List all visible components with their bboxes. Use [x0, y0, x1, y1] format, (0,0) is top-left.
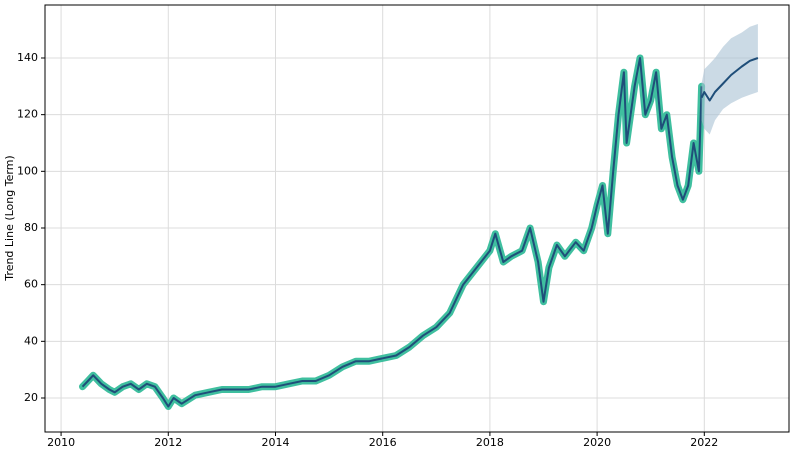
x-tick-label: 2016: [369, 436, 397, 449]
y-axis-label: Trend Line (Long Term): [3, 155, 16, 281]
y-tick-label: 120: [17, 108, 38, 121]
y-tick-label: 140: [17, 51, 38, 64]
y-tick-label: 40: [24, 334, 38, 347]
y-tick-label: 80: [24, 221, 38, 234]
y-tick-label: 60: [24, 278, 38, 291]
plot-frame: [44, 4, 790, 433]
x-tick-label: 2018: [476, 436, 504, 449]
x-tick-label: 2022: [690, 436, 718, 449]
x-tick-label: 2020: [583, 436, 611, 449]
trend-line: [81, 57, 703, 408]
x-tick-label: 2012: [154, 436, 182, 449]
y-tick-label: 20: [24, 391, 38, 404]
y-tick-label: 100: [17, 164, 38, 177]
forecast-band: [701, 24, 758, 135]
x-tick-label: 2014: [261, 436, 289, 449]
forecast-line: [700, 57, 759, 102]
x-tick-label: 2010: [47, 436, 75, 449]
